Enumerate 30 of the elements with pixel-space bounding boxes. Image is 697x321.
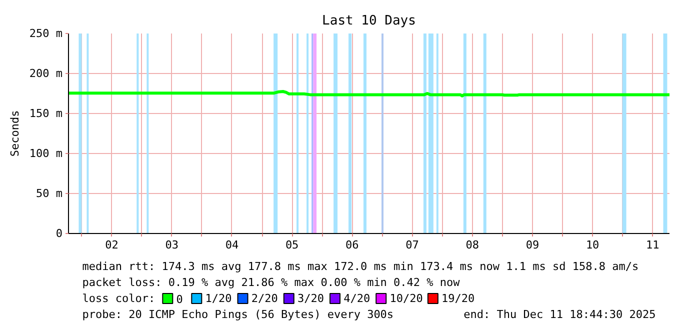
text: median rtt: 174.3 ms avg 177.8 ms max 172.0 ms min 173.4 ms now 1.1 ms sd 158.8 am/s <box>82 260 639 273</box>
x-tick-label: 10 <box>586 238 600 252</box>
x-tick-label: 07 <box>406 238 419 252</box>
x-tick-label: 09 <box>526 238 540 252</box>
y-tick-label: 0 <box>56 227 62 240</box>
legend-title: loss color: <box>82 292 156 305</box>
x-tick-label: 03 <box>165 238 178 252</box>
legend-label: 2/20 <box>251 292 278 305</box>
y-tick-label: 150 m <box>29 107 63 120</box>
legend-label: 0 <box>176 293 183 306</box>
x-tick-label: 06 <box>346 238 359 252</box>
x-tick-label: 02 <box>105 238 118 252</box>
text: probe: 20 ICMP Echo Pings (56 Bytes) every 300s <box>82 308 394 321</box>
chart-title: Last 10 Days <box>322 14 416 28</box>
text: end: Thu Dec 11 18:44:30 2025 <box>464 308 656 321</box>
legend-label: 10/20 <box>390 292 423 305</box>
y-tick-label: 100 m <box>29 147 63 160</box>
y-axis-title: Seconds <box>8 110 22 157</box>
y-tick-label: 250 m <box>29 27 63 40</box>
y-tick-label: 50 m <box>36 187 63 200</box>
legend-label: 1/20 <box>205 292 232 305</box>
y-tick-label: 200 m <box>29 67 63 80</box>
x-tick-label: 04 <box>225 238 239 252</box>
x-tick-label: 11 <box>646 238 660 252</box>
text: packet loss: 0.19 % avg 21.86 % max 0.00 % min 0.42 % now <box>82 276 460 289</box>
legend-label: 19/20 <box>442 292 475 305</box>
legend-label: 4/20 <box>344 292 370 305</box>
legend-label: 3/20 <box>298 292 324 305</box>
x-tick-label: 05 <box>285 238 299 252</box>
x-tick-label: 08 <box>466 238 479 252</box>
